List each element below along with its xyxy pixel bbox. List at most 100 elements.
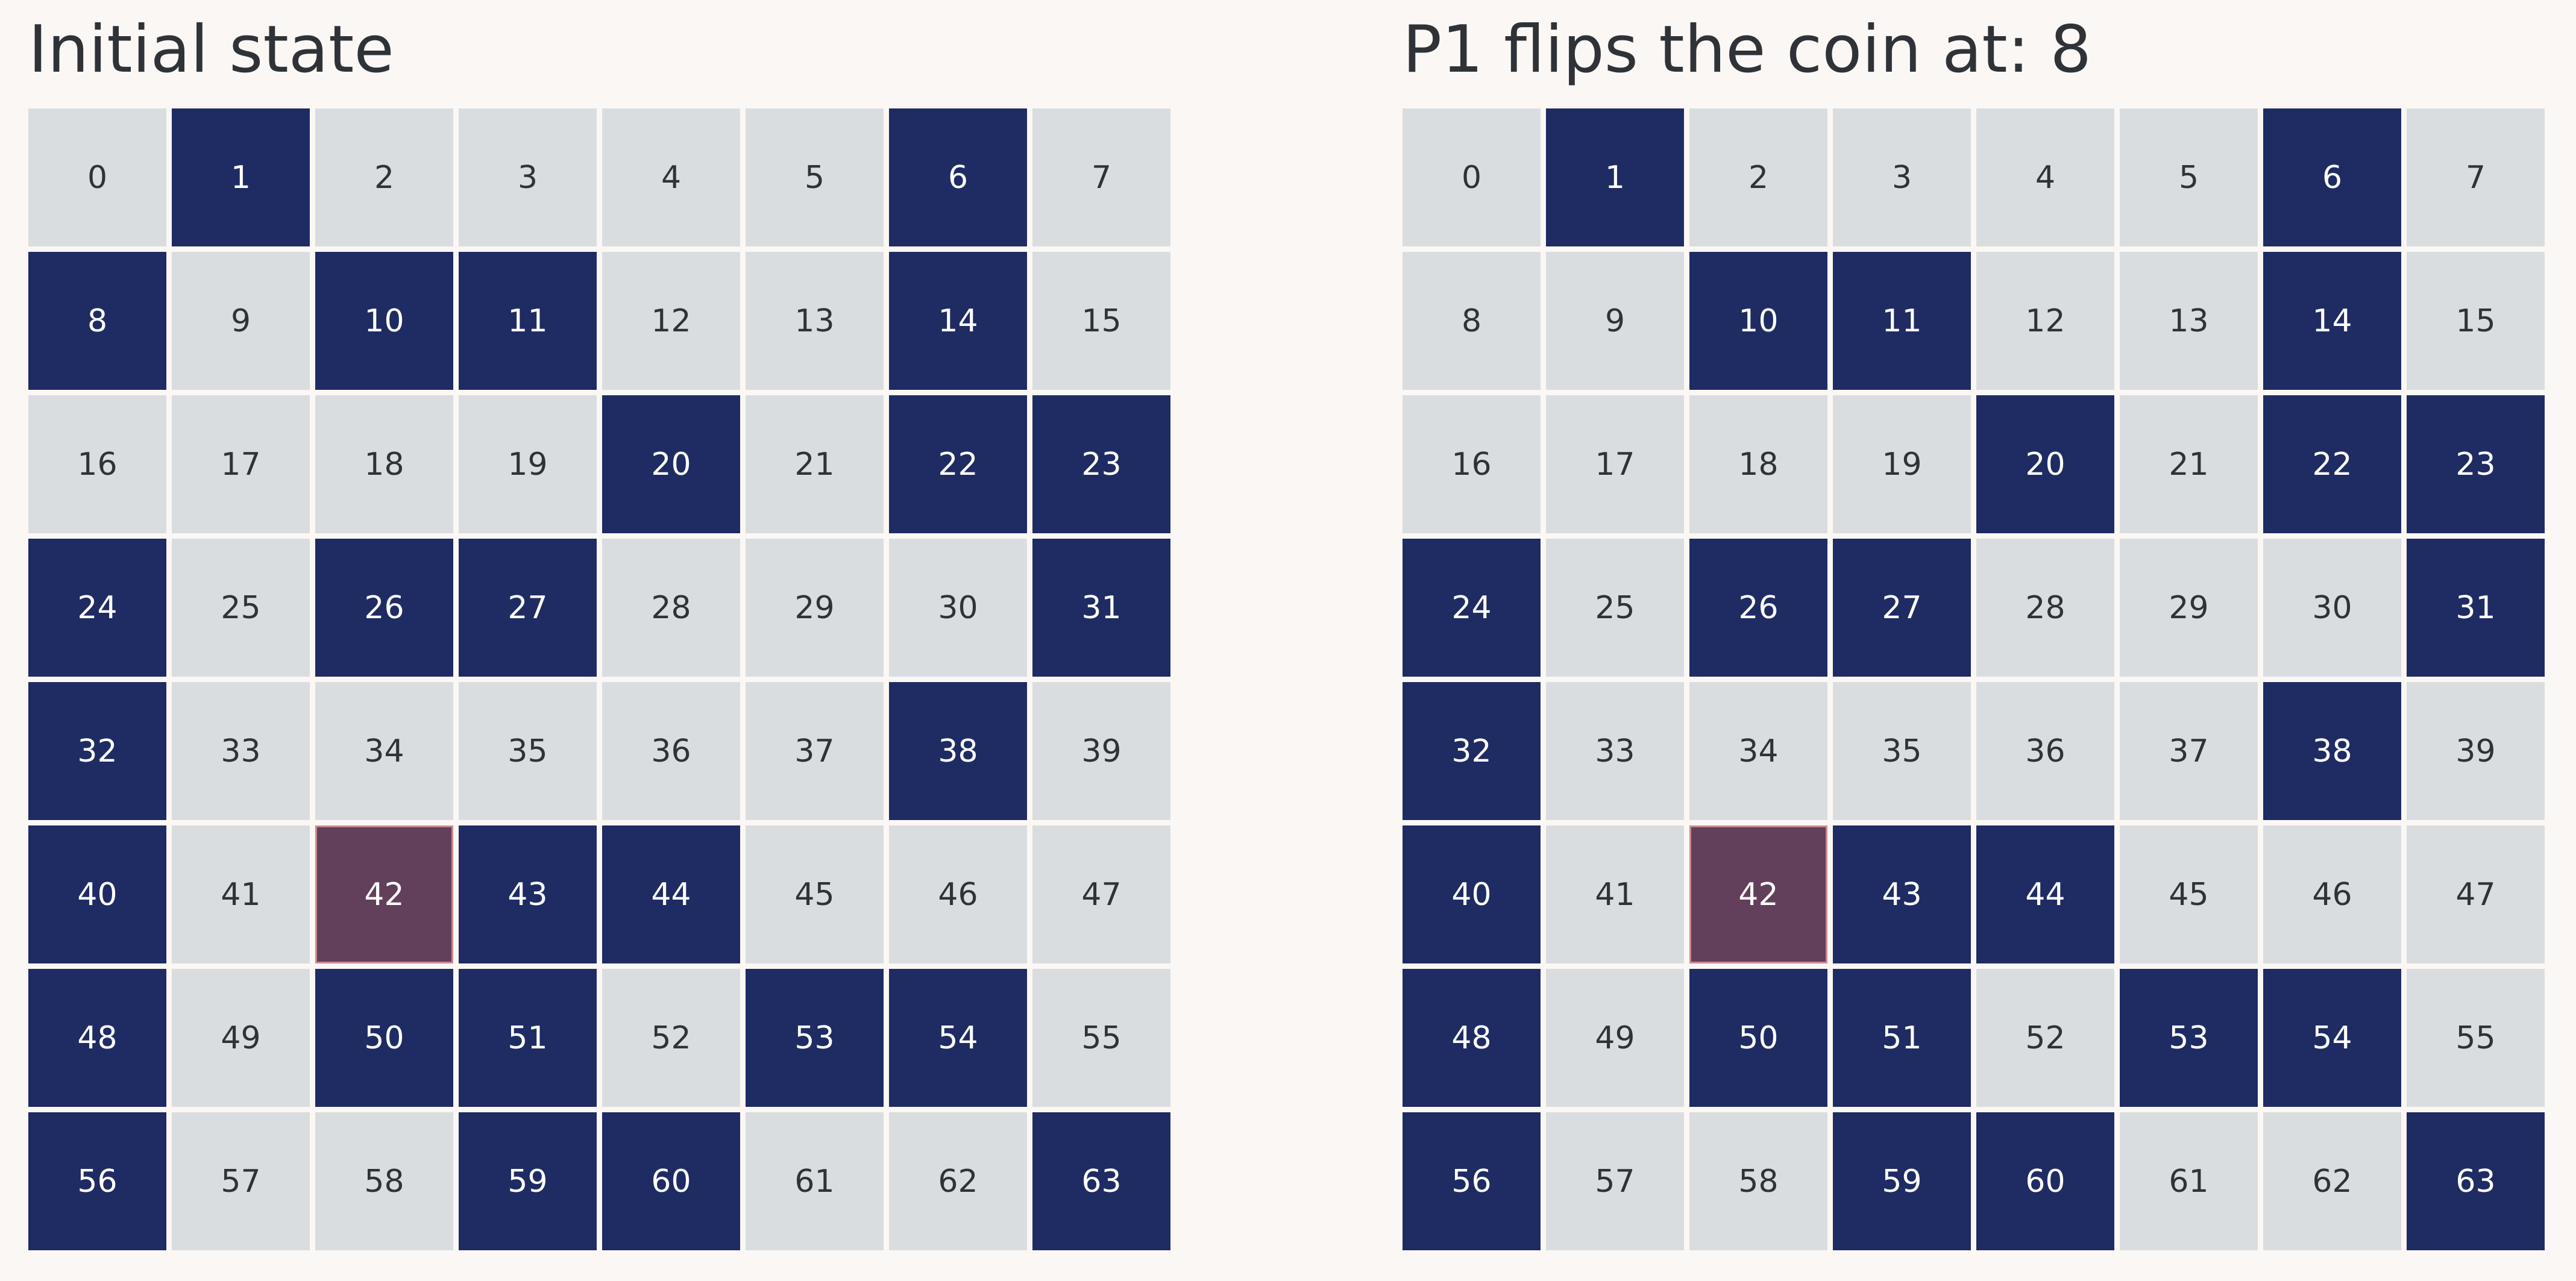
panel-title: P1 flips the coin at: 8 [1403, 12, 2092, 87]
coin-cell-heads: 50 [1689, 969, 1827, 1107]
coin-cell-heads: 44 [602, 825, 740, 963]
coin-cell-heads: 38 [2263, 682, 2401, 820]
key-cell: 42 [315, 825, 453, 963]
coin-cell-tails: 3 [459, 108, 597, 246]
coin-cell-heads: 24 [28, 539, 166, 677]
coin-cell-tails: 55 [1032, 969, 1170, 1107]
coin-cell-tails: 37 [2120, 682, 2258, 820]
coin-cell-heads: 20 [602, 395, 740, 533]
coin-cell-tails: 35 [1833, 682, 1971, 820]
coin-cell-tails: 57 [172, 1112, 310, 1250]
coin-cell-tails: 28 [602, 539, 740, 677]
coin-cell-heads: 59 [459, 1112, 597, 1250]
coin-cell-heads: 38 [889, 682, 1027, 820]
coin-cell-tails: 57 [1546, 1112, 1684, 1250]
coin-cell-tails: 8 [1403, 252, 1541, 390]
coin-cell-tails: 36 [1976, 682, 2114, 820]
coin-cell-tails: 16 [1403, 395, 1541, 533]
coin-cell-tails: 13 [746, 252, 884, 390]
coin-cell-tails: 33 [172, 682, 310, 820]
coin-cell-tails: 0 [28, 108, 166, 246]
coin-cell-tails: 52 [1976, 969, 2114, 1107]
coin-cell-tails: 61 [2120, 1112, 2258, 1250]
coin-cell-heads: 50 [315, 969, 453, 1107]
coin-cell-tails: 12 [1976, 252, 2114, 390]
coin-cell-heads: 63 [1032, 1112, 1170, 1250]
coin-cell-tails: 34 [315, 682, 453, 820]
coin-cell-heads: 6 [889, 108, 1027, 246]
coin-cell-tails: 29 [2120, 539, 2258, 677]
coin-cell-tails: 17 [1546, 395, 1684, 533]
coin-cell-heads: 24 [1403, 539, 1541, 677]
coin-cell-heads: 27 [1833, 539, 1971, 677]
coin-cell-tails: 36 [602, 682, 740, 820]
coin-cell-tails: 4 [602, 108, 740, 246]
coin-cell-tails: 37 [746, 682, 884, 820]
coin-cell-heads: 63 [2407, 1112, 2545, 1250]
coin-cell-heads: 10 [1689, 252, 1827, 390]
coin-cell-tails: 19 [1833, 395, 1971, 533]
coin-cell-heads: 26 [315, 539, 453, 677]
coin-cell-tails: 39 [2407, 682, 2545, 820]
coin-cell-heads: 22 [889, 395, 1027, 533]
coin-cell-heads: 23 [1032, 395, 1170, 533]
coin-cell-heads: 40 [1403, 825, 1541, 963]
coin-cell-tails: 29 [746, 539, 884, 677]
coin-cell-heads: 1 [1546, 108, 1684, 246]
coin-cell-heads: 51 [459, 969, 597, 1107]
coin-cell-heads: 32 [1403, 682, 1541, 820]
coin-cell-heads: 23 [2407, 395, 2545, 533]
coin-cell-tails: 3 [1833, 108, 1971, 246]
coin-cell-tails: 16 [28, 395, 166, 533]
key-cell: 42 [1689, 825, 1827, 963]
coin-cell-heads: 6 [2263, 108, 2401, 246]
coin-board: 0 1 2 3 4 5 6 7 8 9 10 11 12 13 14 15 16 17 18 19 20 21 22 23 24… [28, 108, 1172, 1252]
coin-cell-tails: 35 [459, 682, 597, 820]
coin-cell-tails: 0 [1403, 108, 1541, 246]
coin-cell-heads: 8 [28, 252, 166, 390]
coin-cell-tails: 33 [1546, 682, 1684, 820]
coin-board: 0 1 2 3 4 5 6 7 8 9 10 11 12 13 14 15 16 17 18 19 20 21 22 23 24… [1403, 108, 2546, 1252]
coin-cell-tails: 45 [2120, 825, 2258, 963]
coin-cell-heads: 22 [2263, 395, 2401, 533]
coin-cell-heads: 43 [1833, 825, 1971, 963]
coin-cell-tails: 47 [1032, 825, 1170, 963]
coin-cell-heads: 14 [2263, 252, 2401, 390]
coin-cell-heads: 10 [315, 252, 453, 390]
coin-cell-heads: 59 [1833, 1112, 1971, 1250]
coin-cell-tails: 9 [1546, 252, 1684, 390]
coin-cell-heads: 48 [1403, 969, 1541, 1107]
coin-cell-tails: 25 [1546, 539, 1684, 677]
coin-cell-heads: 60 [1976, 1112, 2114, 1250]
coin-cell-tails: 47 [2407, 825, 2545, 963]
coin-cell-tails: 34 [1689, 682, 1827, 820]
coin-cell-heads: 27 [459, 539, 597, 677]
coin-cell-heads: 11 [1833, 252, 1971, 390]
coin-cell-tails: 19 [459, 395, 597, 533]
coin-cell-tails: 55 [2407, 969, 2545, 1107]
coin-cell-heads: 31 [2407, 539, 2545, 677]
coin-cell-heads: 11 [459, 252, 597, 390]
coin-cell-tails: 2 [315, 108, 453, 246]
coin-cell-tails: 28 [1976, 539, 2114, 677]
coin-cell-tails: 2 [1689, 108, 1827, 246]
coin-cell-tails: 41 [172, 825, 310, 963]
coin-cell-tails: 52 [602, 969, 740, 1107]
coin-cell-heads: 53 [2120, 969, 2258, 1107]
coin-cell-tails: 9 [172, 252, 310, 390]
coin-cell-tails: 13 [2120, 252, 2258, 390]
coin-cell-tails: 45 [746, 825, 884, 963]
coin-cell-tails: 17 [172, 395, 310, 533]
coin-cell-tails: 61 [746, 1112, 884, 1250]
coin-cell-tails: 18 [1689, 395, 1827, 533]
coin-cell-tails: 15 [1032, 252, 1170, 390]
coin-cell-heads: 56 [1403, 1112, 1541, 1250]
coin-cell-tails: 46 [889, 825, 1027, 963]
coin-cell-heads: 53 [746, 969, 884, 1107]
coin-cell-heads: 54 [889, 969, 1027, 1107]
coin-cell-tails: 25 [172, 539, 310, 677]
coin-cell-heads: 26 [1689, 539, 1827, 677]
coin-cell-tails: 62 [2263, 1112, 2401, 1250]
coin-cell-tails: 21 [746, 395, 884, 533]
coin-cell-tails: 62 [889, 1112, 1027, 1250]
